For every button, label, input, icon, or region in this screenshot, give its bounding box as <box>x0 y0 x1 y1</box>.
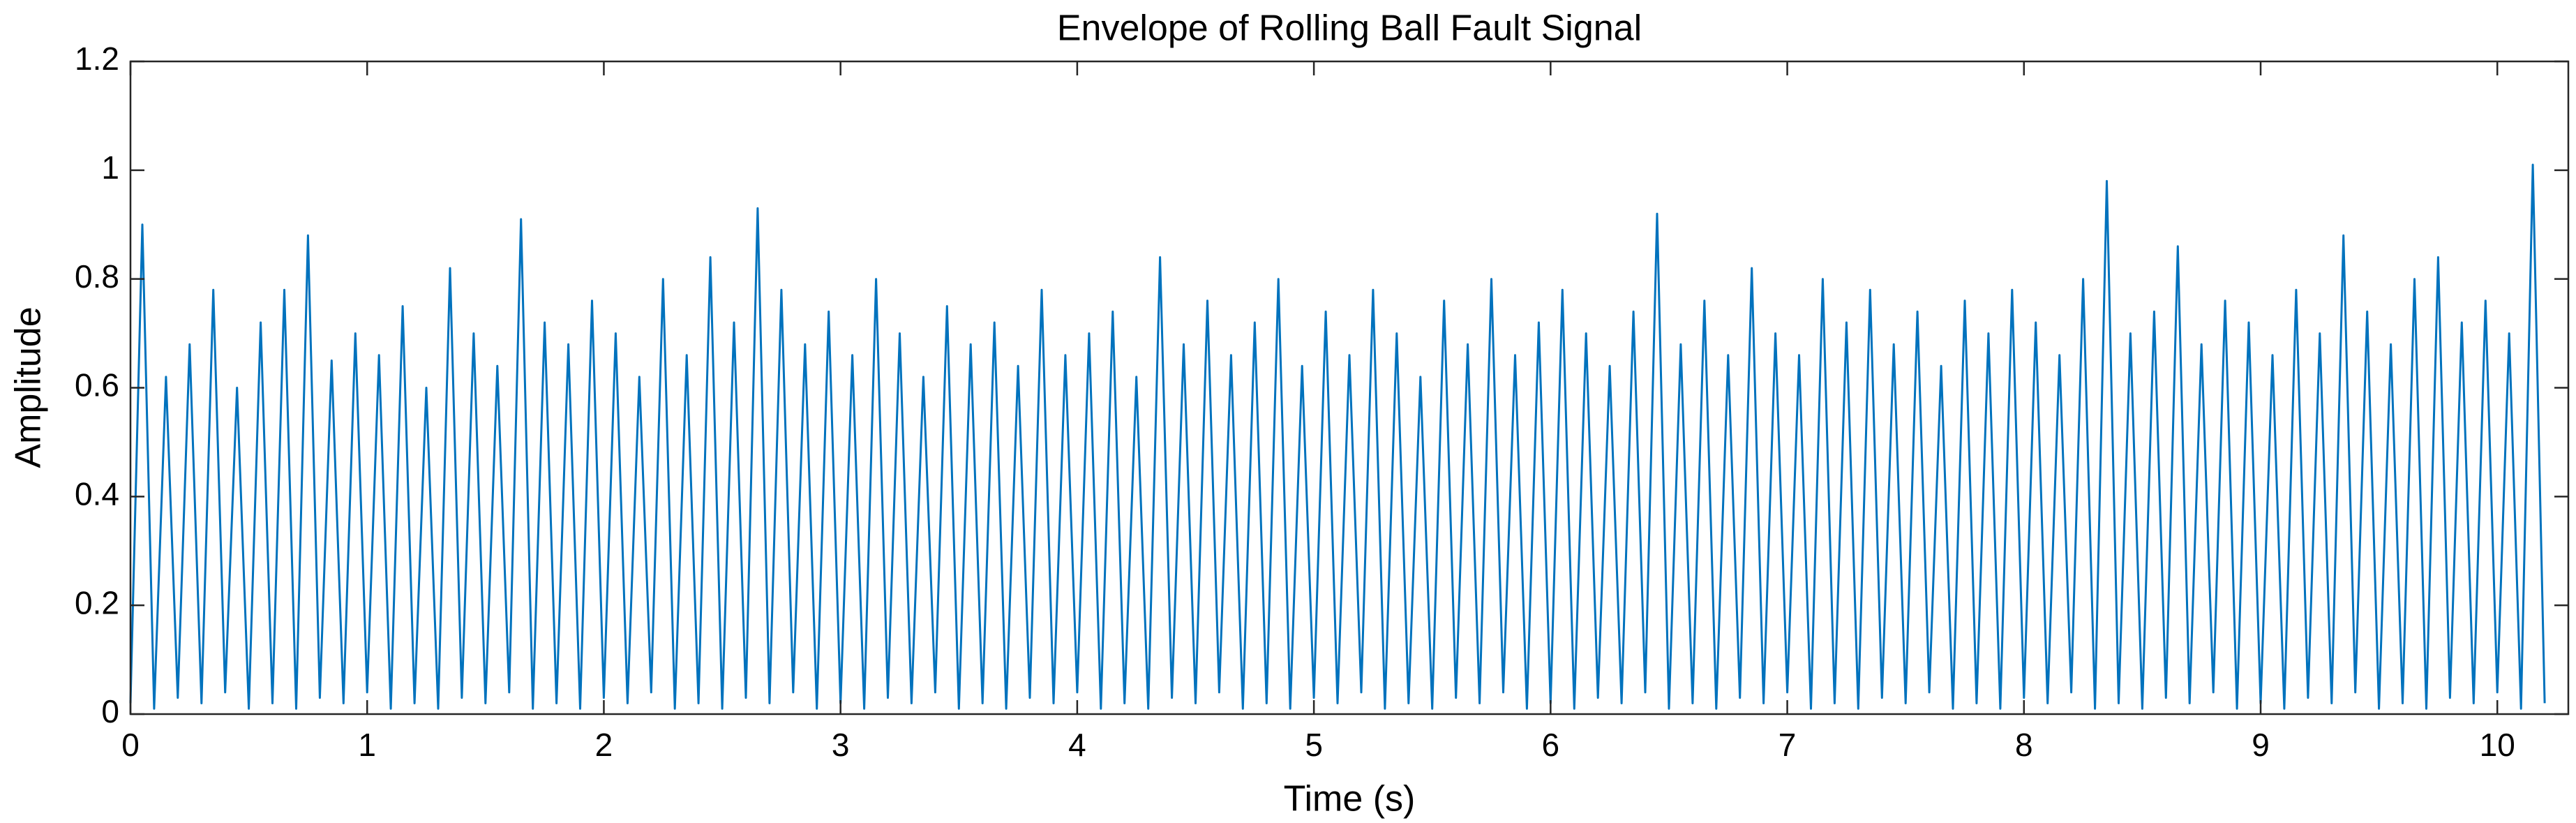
y-tick-label: 0.4 <box>75 475 119 512</box>
x-tick-label: 9 <box>2252 727 2270 763</box>
signal-line <box>129 163 2546 710</box>
x-tick-label: 5 <box>1305 727 1323 763</box>
y-tick-label: 0 <box>101 693 119 729</box>
y-tick-label: 0.6 <box>75 367 119 403</box>
x-tick-label: 2 <box>595 727 613 763</box>
x-tick-label: 8 <box>2015 727 2033 763</box>
y-tick-label: 1 <box>101 149 119 186</box>
x-tick-label: 3 <box>832 727 850 763</box>
y-tick-label: 0.2 <box>75 584 119 621</box>
x-tick-label: 0 <box>121 727 140 763</box>
x-tick-label: 4 <box>1068 727 1086 763</box>
x-tick-label: 7 <box>1779 727 1797 763</box>
x-axis-label: Time (s) <box>1284 779 1416 820</box>
x-tick-label: 10 <box>2480 727 2515 763</box>
chart-title: Envelope of Rolling Ball Fault Signal <box>1057 8 1642 49</box>
x-tick-label: 1 <box>358 727 376 763</box>
y-tick-label: 0.8 <box>75 258 119 295</box>
y-tick-label: 1.2 <box>75 40 119 77</box>
x-tick-label: 6 <box>1542 727 1560 763</box>
y-axis-label: Amplitude <box>8 306 49 468</box>
